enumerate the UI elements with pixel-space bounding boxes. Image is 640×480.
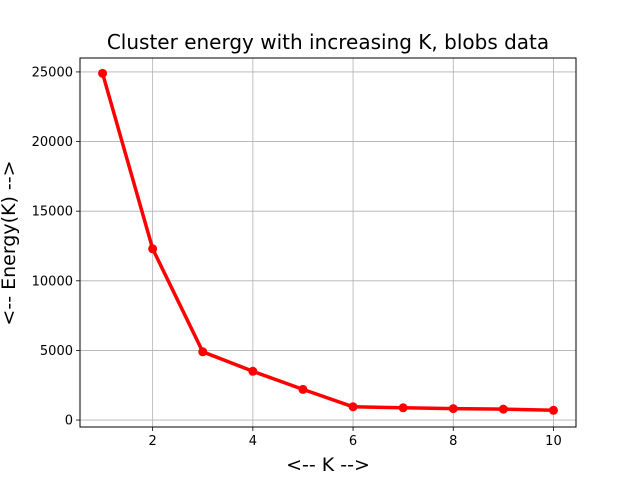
y-tick-label: 20000: [32, 135, 73, 150]
x-tick-label: 6: [349, 434, 357, 449]
y-tick-label: 25000: [32, 65, 73, 80]
data-point: [298, 384, 308, 394]
data-point: [98, 68, 108, 78]
data-point: [448, 404, 458, 414]
x-tick-label: 8: [449, 434, 457, 449]
y-tick-label: 0: [65, 414, 73, 429]
axis-ticks: 2 4 6 8 10 0 5000 10000 15000 20000 25000: [32, 65, 562, 449]
y-axis-label: <-- Energy(K) -->: [0, 160, 20, 325]
grid: [80, 58, 576, 427]
series-line: [100, 71, 556, 413]
data-point: [498, 404, 508, 414]
plot-area-frame: [79, 57, 577, 428]
y-tick-label: 5000: [40, 344, 73, 359]
x-tick-label: 2: [149, 434, 157, 449]
series-markers: [98, 68, 558, 415]
data-point: [198, 347, 208, 357]
chart-title: Cluster energy with increasing K, blobs …: [107, 30, 549, 54]
data-point: [548, 405, 558, 415]
y-tick-label: 15000: [32, 205, 73, 220]
x-tick-label: 4: [249, 434, 257, 449]
data-point: [148, 244, 158, 254]
x-tick-label: 10: [545, 434, 562, 449]
data-point: [348, 402, 358, 412]
data-point: [398, 403, 408, 413]
x-axis-label: <-- K -->: [286, 454, 370, 476]
series-line-group: [100, 71, 556, 413]
data-point: [248, 366, 258, 376]
y-tick-label: 10000: [32, 274, 73, 289]
